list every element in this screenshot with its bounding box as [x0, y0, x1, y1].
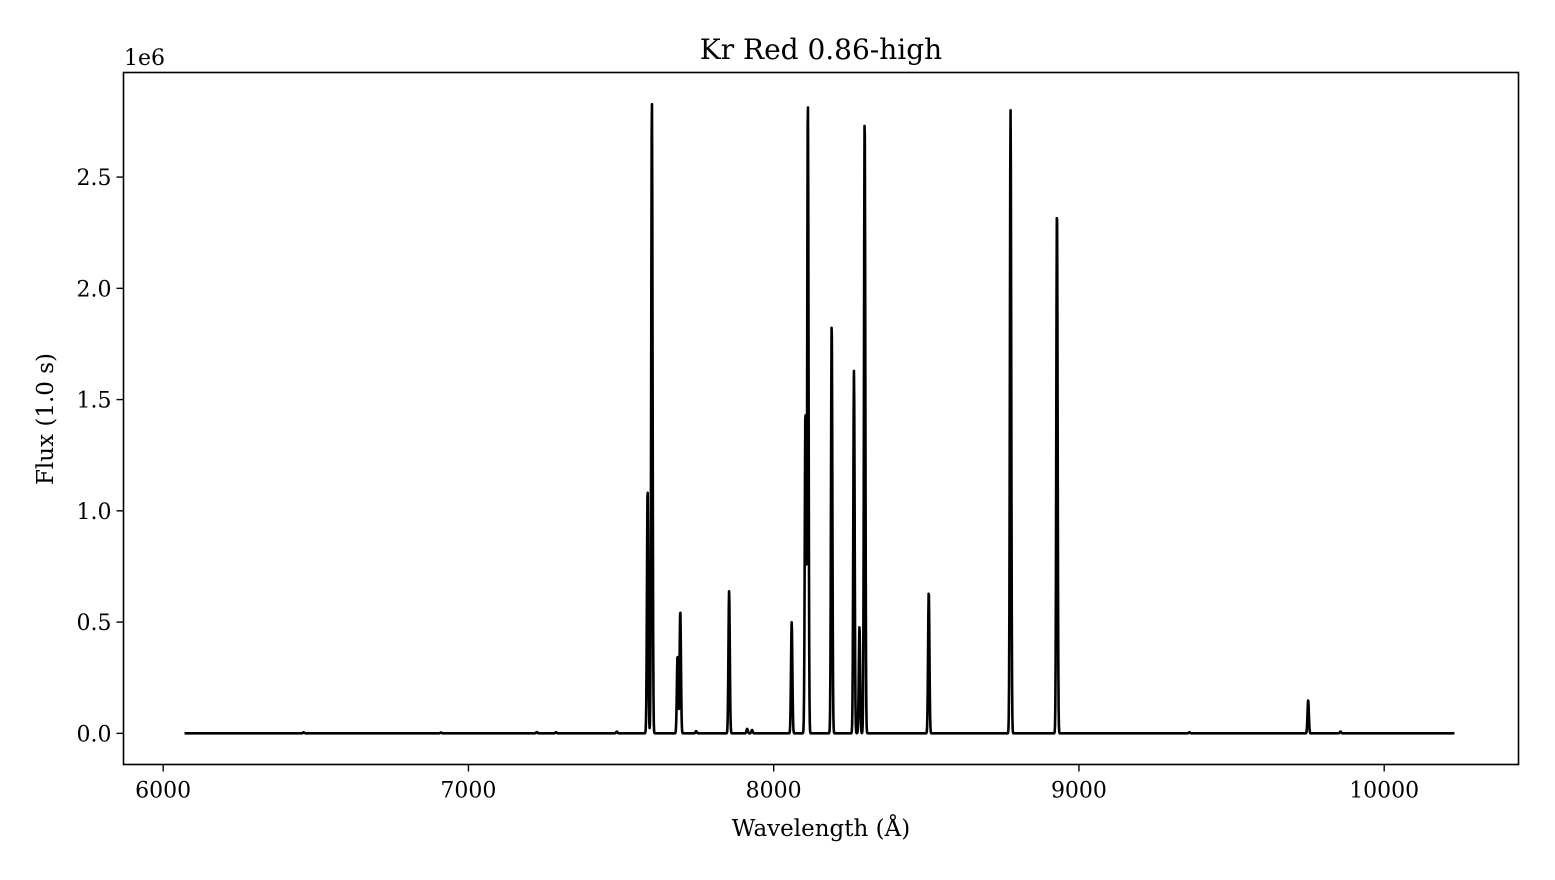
x-tick-label: 6000: [135, 779, 191, 804]
y-tick-label: 0.0: [77, 722, 112, 747]
y-tick-label: 2.0: [77, 277, 112, 302]
y-tick-label: 1.0: [77, 500, 112, 525]
chart-title: Kr Red 0.86-high: [700, 33, 942, 66]
y-tick-label: 0.5: [77, 611, 112, 636]
x-tick-label: 7000: [440, 779, 496, 804]
x-tick-label: 10000: [1349, 779, 1419, 804]
axis-ticks: 6000 7000 8000 9000 10000 0.0 0.5 1.0 1.5 2.0 2.5: [77, 166, 1420, 803]
y-offset-label: 1e6: [124, 46, 165, 71]
spectrum-line: [183, 102, 1456, 735]
plot-frame: [122, 71, 1520, 766]
y-axis-label: Flux (1.0 s): [33, 353, 59, 485]
x-axis-label: Wavelength (Å): [732, 814, 910, 842]
y-tick-label: 1.5: [77, 389, 112, 414]
x-tick-label: 8000: [746, 779, 802, 804]
x-tick-label: 9000: [1051, 779, 1107, 804]
y-tick-label: 2.5: [77, 166, 112, 191]
